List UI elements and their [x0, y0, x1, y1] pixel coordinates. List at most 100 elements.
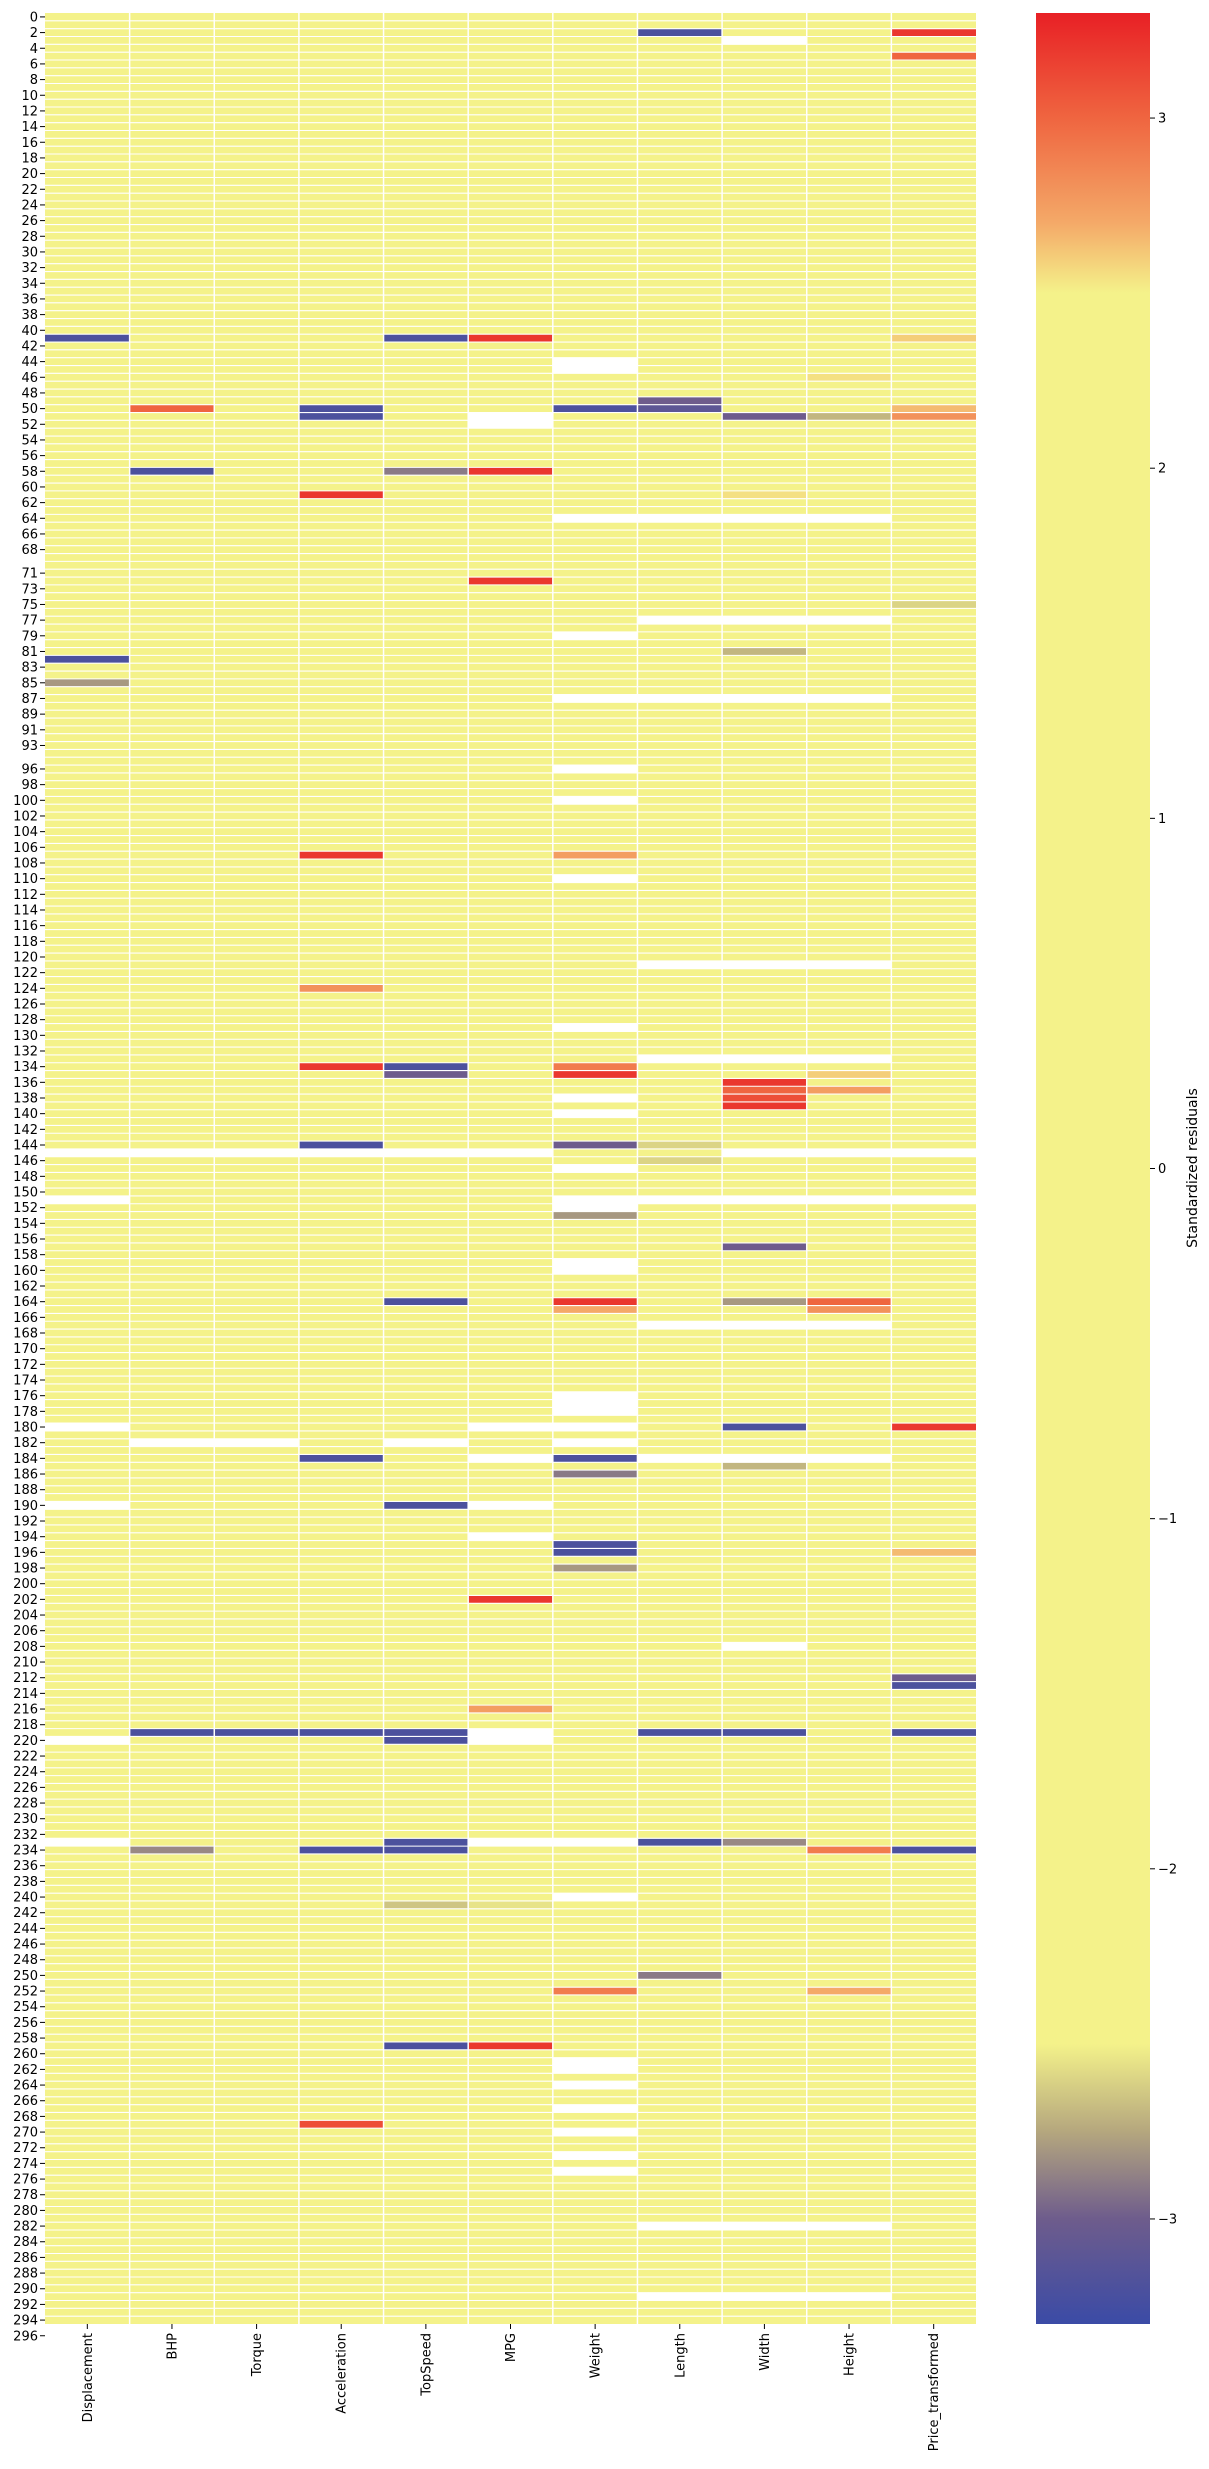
y-tick-label: 100	[13, 794, 38, 809]
y-tick-label: 79	[21, 629, 38, 644]
heatmap-cell	[45, 1720, 130, 1729]
heatmap-cell	[891, 1681, 976, 1690]
heatmap-missing-cell	[637, 616, 723, 625]
heatmap-missing-cell	[806, 616, 892, 625]
heatmap-cell	[383, 1062, 469, 1071]
heatmap-missing-cell	[214, 1148, 299, 1157]
heatmap-cell	[552, 1297, 638, 1306]
heatmap-cell	[45, 655, 130, 664]
heatmap-cell	[552, 1548, 638, 1557]
heatmap-cell	[552, 1211, 638, 1220]
heatmap-missing-cell	[552, 1893, 638, 1901]
y-tick-label: 58	[21, 465, 38, 480]
y-tick-label: 56	[21, 449, 38, 464]
heatmap-missing-cell	[45, 1148, 130, 1157]
heatmap-missing-cell	[552, 796, 638, 805]
heatmap-cell	[45, 334, 130, 343]
heatmap-missing-cell	[722, 2222, 807, 2230]
y-tick-label: 192	[13, 1515, 38, 1530]
heatmap-cell	[806, 373, 892, 382]
heatmap-missing-cell	[722, 1195, 807, 1204]
heatmap-cell	[129, 467, 215, 476]
y-tick-label: 12	[21, 104, 38, 119]
heatmap-missing-cell	[552, 1423, 638, 1431]
heatmap-cell	[722, 647, 807, 656]
y-tick-label: 246	[13, 1938, 38, 1953]
y-tick-label: 44	[21, 355, 38, 370]
y-tick-label: 60	[21, 480, 38, 495]
y-tick-label: 222	[13, 1750, 38, 1765]
heatmap-missing-cell	[45, 1838, 130, 1847]
heatmap-cell	[806, 1086, 892, 1095]
heatmap-missing-cell	[552, 1391, 638, 1400]
x-tick-label: TopSpeed	[419, 2333, 434, 2397]
heatmap-missing-cell	[45, 1423, 130, 1431]
heatmap-cell	[552, 1470, 638, 1478]
heatmap-missing-cell	[468, 412, 553, 421]
y-tick-label: 176	[13, 1389, 38, 1404]
y-tick-label: 54	[21, 433, 38, 448]
heatmap-missing-cell	[637, 960, 723, 969]
y-tick-label: 66	[21, 527, 38, 542]
heatmap-missing-cell	[45, 1501, 130, 1510]
heatmap-cell	[383, 334, 469, 343]
heatmap-cell	[891, 52, 976, 60]
heatmap-cell	[552, 1454, 638, 1463]
y-tick-label: 32	[21, 261, 38, 276]
y-tick-label: 26	[21, 214, 38, 229]
heatmap-cell	[806, 1305, 892, 1314]
heatmap-cell	[722, 1078, 807, 1087]
y-tick-label: 154	[13, 1217, 38, 1232]
heatmap-cell	[383, 1736, 469, 1745]
heatmap-missing-cell	[552, 2128, 638, 2136]
heatmap-cell	[722, 1462, 807, 1471]
heatmap-missing-cell	[722, 36, 807, 45]
heatmap-cell	[468, 334, 553, 343]
heatmap-cell	[637, 396, 723, 405]
heatmap-missing-cell	[552, 1094, 638, 1102]
y-tick-label: 136	[13, 1076, 38, 1091]
heatmap-cell	[468, 577, 553, 585]
heatmap-cell	[722, 1728, 807, 1737]
heatmap-cell	[891, 412, 976, 421]
y-tick-label: 190	[13, 1499, 38, 1514]
heatmap-missing-cell	[722, 1321, 807, 1330]
heatmap-missing-cell	[806, 2292, 892, 2301]
y-tick-label: 268	[13, 2110, 38, 2125]
y-tick-label: 254	[13, 2000, 38, 2015]
heatmap-missing-cell	[806, 1454, 892, 1463]
heatmap-cell	[468, 1595, 553, 1604]
heatmap-missing-cell	[552, 1438, 638, 1447]
heatmap-cell	[637, 1728, 723, 1737]
heatmap-missing-cell	[891, 1195, 976, 1204]
y-tick-label: 132	[13, 1044, 38, 1059]
heatmap-missing-cell	[552, 514, 638, 523]
heatmap-missing-cell	[806, 2222, 892, 2230]
y-tick-label: 226	[13, 1781, 38, 1796]
x-tick-label: Height	[843, 2333, 858, 2376]
heatmap-cell	[298, 404, 384, 413]
heatmap-missing-cell	[552, 1164, 638, 1173]
heatmap-background	[45, 13, 976, 2324]
y-tick-label: 258	[13, 2032, 38, 2047]
heatmap-cell	[722, 1094, 807, 1102]
heatmap-missing-cell	[722, 616, 807, 625]
x-tick-label: Weight	[589, 2333, 604, 2378]
y-tick-label: 91	[21, 723, 38, 738]
y-tick-label: 290	[13, 2282, 38, 2297]
heatmap-missing-cell	[468, 1728, 553, 1737]
x-tick-label: Acceleration	[335, 2333, 350, 2414]
y-tick-label: 130	[13, 1029, 38, 1044]
y-tick-label: 208	[13, 1640, 38, 1655]
heatmap-cell	[298, 1846, 384, 1854]
heatmap-cell	[45, 678, 130, 687]
y-tick-label: 286	[13, 2251, 38, 2266]
heatmap-cell	[637, 1141, 723, 1149]
heatmap-cell	[383, 1297, 469, 1306]
heatmap-missing-cell	[468, 1532, 553, 1541]
y-tick-label: 164	[13, 1295, 38, 1310]
y-tick-label: 188	[13, 1483, 38, 1498]
y-tick-label: 220	[13, 1734, 38, 1749]
colorbar-tick-label: 3	[1158, 112, 1166, 127]
y-tick-label: 280	[13, 2204, 38, 2219]
